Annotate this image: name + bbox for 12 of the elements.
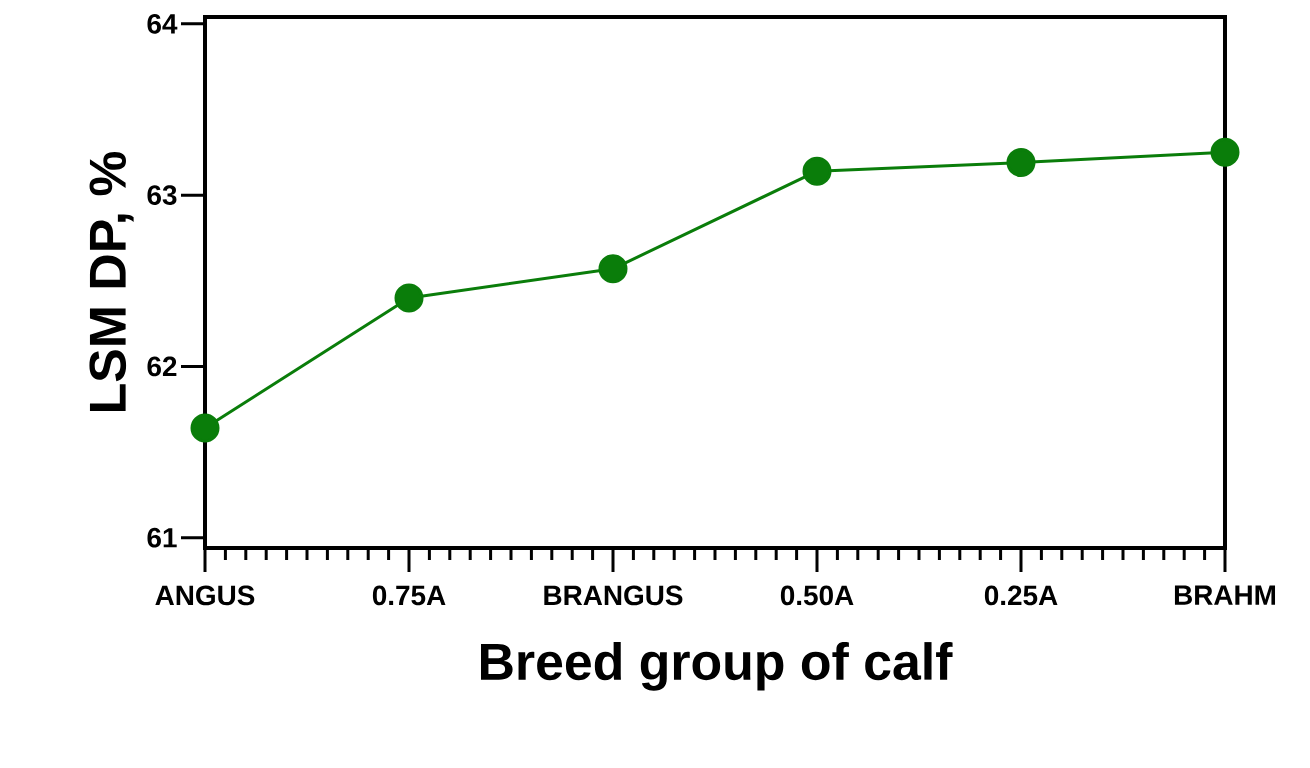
x-tick-label: 0.75A — [372, 585, 446, 606]
y-tick-label: 64 — [147, 13, 178, 34]
x-tick-label: 0.50A — [780, 585, 854, 606]
x-tick-label: BRAHM — [1174, 585, 1276, 605]
y-axis-title: LSM DP, % — [89, 151, 134, 411]
x-tick-label: 0.25A — [984, 585, 1058, 606]
x-axis-title: Breed group of calf — [481, 642, 953, 691]
x-tick-label: ANGUS — [155, 585, 255, 606]
x-tick-label: BRANGUS — [544, 585, 683, 606]
y-tick-label: 63 — [147, 185, 177, 206]
y-tick-label: 61 — [147, 527, 177, 548]
y-tick-label: 62 — [147, 356, 177, 377]
